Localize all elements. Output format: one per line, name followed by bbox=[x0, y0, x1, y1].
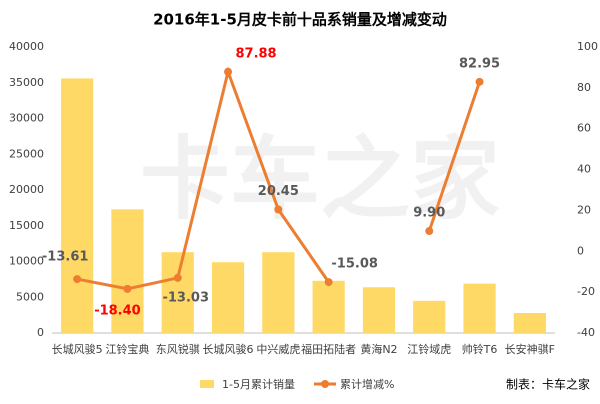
bar bbox=[312, 280, 345, 333]
x-tick-label: 中兴威虎 bbox=[256, 343, 300, 356]
source: 制表：卡车之家 bbox=[506, 377, 590, 392]
y-tick-label: 25000 bbox=[9, 147, 44, 160]
data-label: -15.08 bbox=[331, 257, 378, 272]
point bbox=[425, 227, 434, 236]
y-tick-label: 5000 bbox=[16, 290, 44, 303]
y-tick-label: 15000 bbox=[9, 219, 44, 232]
data-label: -13.03 bbox=[162, 290, 209, 305]
y2-tick-label: 20 bbox=[577, 203, 591, 216]
bar bbox=[362, 287, 396, 333]
watermark: 卡车之家 bbox=[140, 127, 500, 232]
point bbox=[73, 275, 82, 284]
y-tick-label: 30000 bbox=[9, 112, 44, 125]
x-tick-label: 长安神骐F bbox=[505, 342, 555, 356]
bar bbox=[61, 78, 94, 334]
bar bbox=[211, 262, 245, 333]
bar bbox=[111, 209, 144, 333]
x-tick-label: 江铃域虎 bbox=[407, 342, 451, 356]
y-tick-label: 10000 bbox=[9, 255, 44, 268]
point bbox=[224, 67, 233, 76]
point bbox=[475, 77, 484, 86]
legend-swatch bbox=[200, 380, 214, 388]
bar bbox=[161, 252, 194, 333]
x-tick-label: 长城风骏5 bbox=[52, 342, 103, 356]
data-label: -13.61 bbox=[42, 250, 89, 265]
bar bbox=[513, 312, 546, 333]
x-tick-label: 东风锐骐 bbox=[156, 342, 200, 356]
legend-label: 累计增减% bbox=[340, 377, 394, 391]
data-label: 20.45 bbox=[258, 184, 299, 199]
point bbox=[324, 278, 333, 287]
bar bbox=[413, 300, 446, 333]
legend-swatch bbox=[321, 380, 329, 388]
y2-tick-label: 40 bbox=[577, 163, 591, 176]
x-tick-label: 帅铃T6 bbox=[462, 342, 498, 356]
x-tick-label: 黄海N2 bbox=[360, 342, 397, 356]
y2-tick-label: -40 bbox=[577, 326, 595, 339]
y2-tick-label: 80 bbox=[577, 81, 591, 94]
y2-tick-label: 100 bbox=[577, 40, 598, 53]
y-tick-label: 40000 bbox=[9, 40, 44, 53]
line bbox=[76, 66, 481, 291]
point bbox=[274, 205, 283, 214]
y-tick-label: 0 bbox=[37, 326, 44, 339]
point bbox=[173, 273, 182, 282]
y-tick-label: 20000 bbox=[9, 183, 44, 196]
legend-label: 1-5月累计销量 bbox=[222, 377, 295, 391]
bar bbox=[262, 252, 295, 333]
data-label: 9.90 bbox=[413, 206, 445, 221]
data-label: 82.95 bbox=[459, 56, 500, 71]
y2-tick-label: 60 bbox=[577, 122, 591, 135]
x-tick-label: 长城风骏6 bbox=[203, 342, 254, 356]
chart-title: 2016年1-5月皮卡前十品系销量及增减变动 bbox=[153, 11, 447, 29]
data-label: -18.40 bbox=[94, 303, 141, 318]
point bbox=[123, 284, 132, 293]
data-label: 87.88 bbox=[235, 46, 276, 61]
bar bbox=[463, 283, 496, 333]
y-tick-label: 35000 bbox=[9, 76, 44, 89]
x-tick-label: 江铃宝典 bbox=[105, 342, 149, 356]
y2-tick-label: -20 bbox=[577, 285, 595, 298]
y2-tick-label: 0 bbox=[577, 244, 584, 257]
x-tick-label: 福田拓陆者 bbox=[301, 342, 356, 356]
